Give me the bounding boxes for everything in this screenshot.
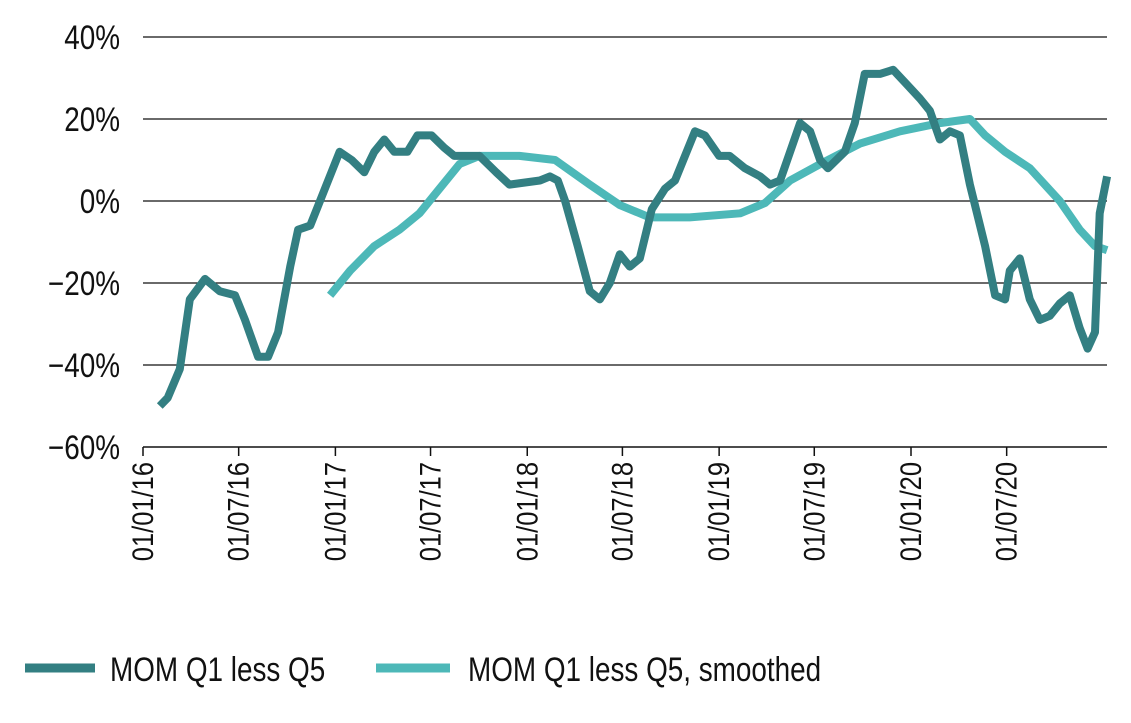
y-tick-label: −20% bbox=[48, 264, 120, 302]
x-tick-label: 01/07/20 bbox=[990, 462, 1023, 561]
x-tick-label: 01/07/16 bbox=[222, 462, 255, 561]
gridlines bbox=[143, 36, 1107, 366]
y-tick-label: 0% bbox=[80, 182, 120, 220]
y-tick-label: −60% bbox=[48, 428, 120, 466]
x-axis: 01/01/16 01/07/16 01/01/17 01/07/17 01/01/18… bbox=[126, 446, 1107, 561]
series-line-mom bbox=[156, 65, 1112, 409]
y-axis-tick-labels: 40% 20% 0% −20% −40% −60% bbox=[48, 18, 120, 466]
legend: MOM Q1 less Q5 MOM Q1 less Q5, smoothed bbox=[25, 650, 821, 689]
x-tick-label: 01/07/19 bbox=[797, 462, 830, 561]
y-tick-label: 40% bbox=[64, 18, 120, 56]
legend-label-mom: MOM Q1 less Q5 bbox=[110, 650, 325, 688]
series-lines bbox=[156, 65, 1112, 409]
series-line-mom-smoothed bbox=[326, 115, 1109, 298]
legend-label-mom-smoothed: MOM Q1 less Q5, smoothed bbox=[468, 650, 821, 688]
x-tick-label: 01/01/20 bbox=[894, 462, 927, 561]
x-tick-label: 01/07/17 bbox=[414, 462, 447, 561]
x-tick-label: 01/01/17 bbox=[318, 462, 351, 561]
y-tick-label: −40% bbox=[48, 346, 120, 384]
x-tick-label: 01/07/18 bbox=[605, 462, 638, 561]
x-tick-label: 01/01/19 bbox=[702, 462, 735, 561]
x-tick-label: 01/01/16 bbox=[126, 462, 159, 561]
x-tick-label: 01/01/18 bbox=[510, 462, 543, 561]
y-tick-label: 20% bbox=[64, 100, 120, 138]
